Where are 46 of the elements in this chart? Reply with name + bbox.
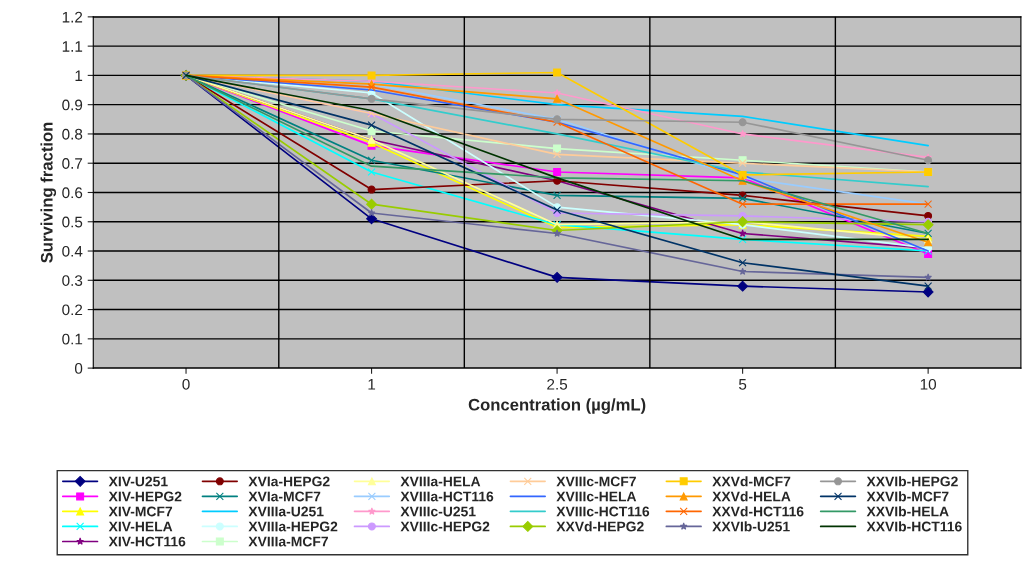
y-tick-label: 1.2 <box>62 11 83 23</box>
y-tick-label: 0.9 <box>62 99 83 111</box>
legend-label: XXVd-MCF7 <box>712 476 791 487</box>
legend-label: XVIa-MCF7 <box>248 491 321 502</box>
y-tick-label: 0.5 <box>62 216 83 228</box>
legend-label: XVIIIc-U251 <box>400 506 476 517</box>
y-tick-label: 1 <box>75 70 83 81</box>
y-axis-title: Surviving fraction <box>40 122 57 263</box>
legend-label: XVIa-HEPG2 <box>248 476 330 487</box>
legend-label: XIV-HCT116 <box>108 536 186 547</box>
x-axis-title: Concentration (µg/mL) <box>468 398 646 414</box>
legend-label: XVIIIa-MCF7 <box>248 536 328 547</box>
legend-label: XVIIIc-MCF7 <box>556 476 636 487</box>
legend-label: XXVIb-MCF7 <box>866 491 949 502</box>
legend-label: XVIIIc-HCT116 <box>556 506 650 517</box>
legend-label: XIV-U251 <box>108 476 168 487</box>
y-tick-label: 0.1 <box>62 333 83 345</box>
x-tick-label: 2.5 <box>547 378 568 390</box>
y-tick-label: 1.1 <box>62 41 83 52</box>
y-tick-label: 0.2 <box>62 304 83 316</box>
legend-label: XIV-HELA <box>108 521 173 532</box>
legend-label: XXVd-HELA <box>712 491 791 502</box>
legend-label: XXVIb-HCT116 <box>866 521 962 532</box>
y-tick-label: 0 <box>74 362 83 374</box>
legend-label: XVIIIc-HELA <box>556 491 637 502</box>
legend-label: XVIIIc-HEPG2 <box>400 521 490 532</box>
x-tick-label: 1 <box>368 379 376 390</box>
y-tick-label: 0.3 <box>62 275 83 286</box>
legend-label: XXVd-HCT116 <box>712 506 804 517</box>
legend-label: XXVIb-HELA <box>866 506 949 517</box>
x-tick-label: 5 <box>738 379 747 390</box>
y-tick-label: 0.8 <box>62 128 83 140</box>
x-tick-label: 0 <box>182 378 190 390</box>
legend-label: XVIIIa-HELA <box>400 476 481 487</box>
legend-label: XVIIIa-HCT116 <box>400 491 494 502</box>
legend-label: XIV-HEPG2 <box>108 491 182 502</box>
y-tick-label: 0.4 <box>62 245 83 257</box>
legend-label: XIV-MCF7 <box>108 506 173 517</box>
legend-label: XXVIb-HEPG2 <box>866 476 958 487</box>
y-tick-label: 0.6 <box>62 187 83 199</box>
x-tick-label: 10 <box>920 378 937 390</box>
legend-label: XVIIIa-HEPG2 <box>248 521 338 532</box>
legend-label: XVIIIa-U251 <box>248 506 324 517</box>
legend-label: XXVIb-U251 <box>712 521 790 532</box>
legend-label: XXVd-HEPG2 <box>556 521 644 532</box>
y-tick-label: 0.7 <box>62 158 83 169</box>
